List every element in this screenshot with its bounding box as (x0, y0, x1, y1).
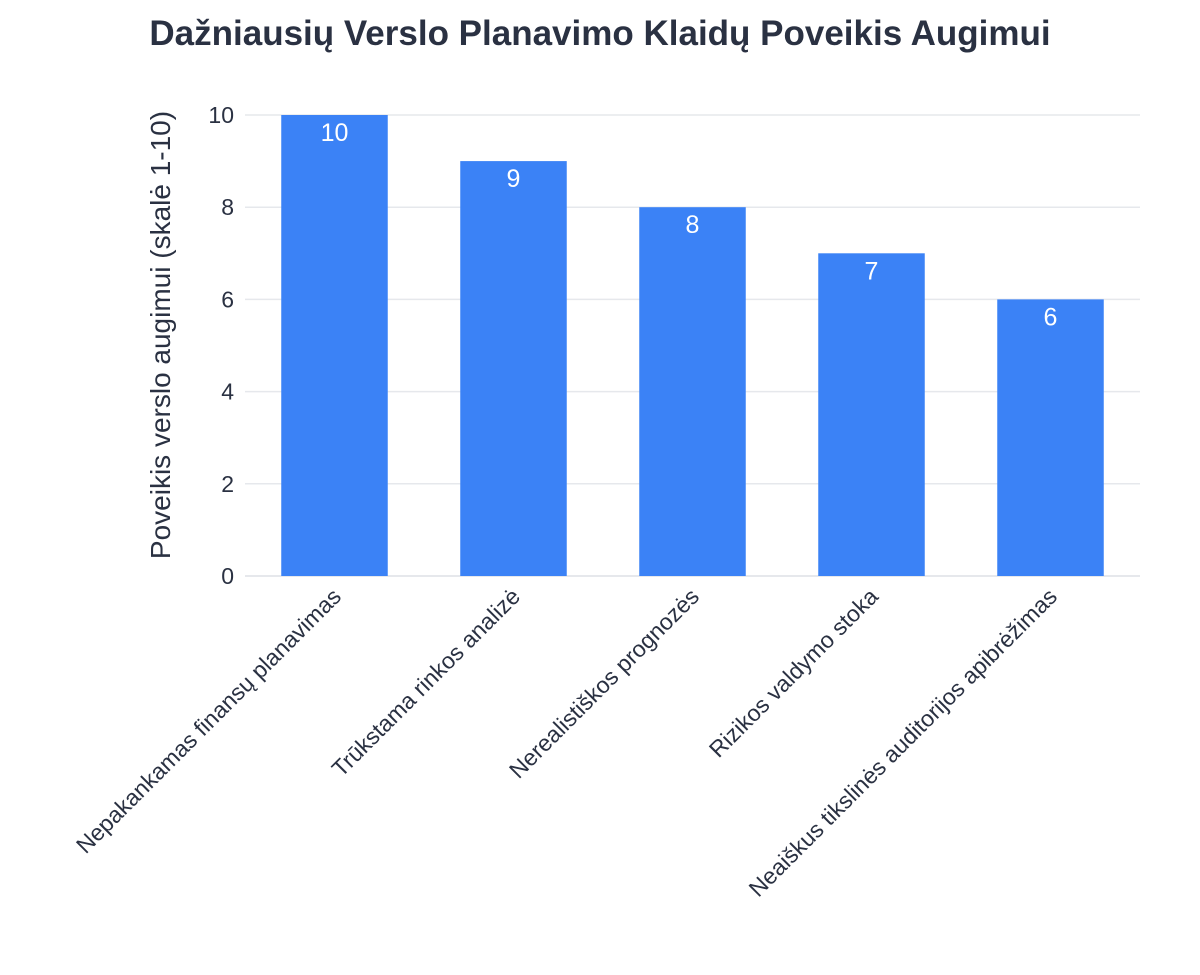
data-label: 8 (686, 211, 700, 239)
y-axis-label: Poveikis verslo augimui (skalė 1-10) (145, 111, 176, 559)
y-tick-label: 4 (221, 379, 234, 405)
x-tick-label: Neaiškus tikslinės auditorijos apibrėžim… (744, 583, 1062, 901)
data-label: 7 (865, 257, 879, 285)
data-label: 6 (1044, 303, 1058, 331)
y-axis-ticks: 0 2 4 6 8 10 (208, 102, 234, 589)
y-tick-label: 6 (221, 286, 234, 312)
x-tick-label: Trūkstama rinkos analizė (326, 583, 525, 782)
y-tick-label: 10 (208, 102, 234, 128)
bar (460, 161, 567, 576)
data-label: 9 (507, 165, 521, 193)
x-tick-label: Nerealistiškos prognozės (504, 583, 704, 783)
bar (997, 299, 1104, 576)
chart-title: Dažniausių Verslo Planavimo Klaidų Povei… (149, 14, 1050, 53)
y-tick-label: 2 (221, 471, 234, 497)
data-label: 10 (321, 119, 349, 147)
x-tick-label: Nepakankamas finansų planavimas (71, 583, 346, 858)
bars: 10 9 8 7 6 (281, 115, 1104, 577)
x-axis-ticks: Nepakankamas finansų planavimasTrūkstama… (71, 583, 1062, 902)
x-tick-label: Rizikos valdymo stoka (704, 583, 883, 762)
y-tick-label: 8 (221, 194, 234, 220)
y-tick-label: 0 (221, 563, 234, 589)
bar (818, 253, 925, 577)
bar (639, 207, 746, 576)
bar (281, 115, 388, 576)
